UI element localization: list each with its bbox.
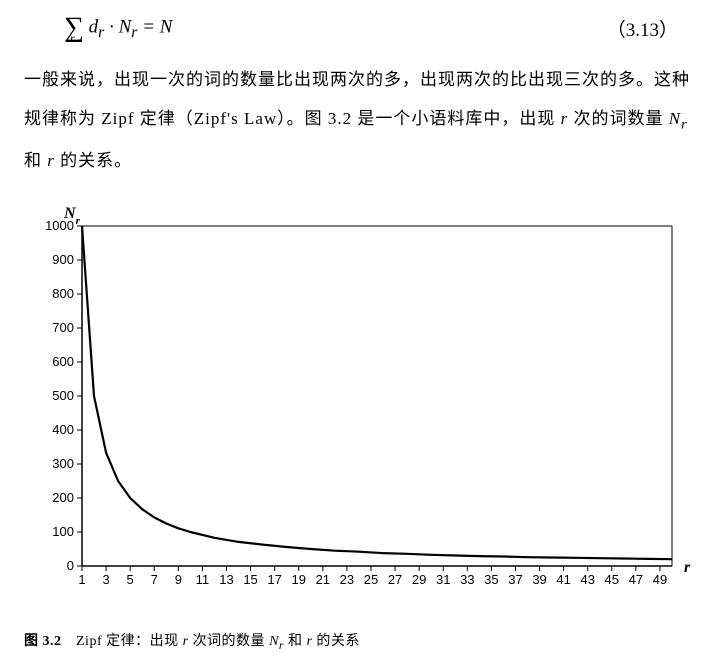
zipf-chart: 0100200300400500600700800900100013579111…: [24, 198, 704, 618]
svg-text:25: 25: [364, 572, 378, 587]
svg-text:35: 35: [484, 572, 498, 587]
svg-text:21: 21: [316, 572, 330, 587]
svg-text:7: 7: [151, 572, 158, 587]
svg-text:45: 45: [605, 572, 619, 587]
svg-text:900: 900: [52, 252, 74, 267]
svg-text:r: r: [684, 559, 691, 576]
svg-text:3: 3: [102, 572, 109, 587]
svg-text:33: 33: [460, 572, 474, 587]
svg-text:5: 5: [127, 572, 134, 587]
equation-body: ∑rdr · Nr = N: [64, 12, 172, 44]
svg-text:19: 19: [292, 572, 306, 587]
svg-text:17: 17: [267, 572, 281, 587]
svg-text:37: 37: [508, 572, 522, 587]
svg-text:700: 700: [52, 320, 74, 335]
svg-text:27: 27: [388, 572, 402, 587]
svg-text:31: 31: [436, 572, 450, 587]
figure-caption: 图 3.2 Zipf 定律：出现 r 次词的数量 Nr 和 r 的关系: [24, 630, 698, 652]
svg-text:800: 800: [52, 286, 74, 301]
svg-text:39: 39: [532, 572, 546, 587]
svg-text:15: 15: [243, 572, 257, 587]
svg-text:600: 600: [52, 354, 74, 369]
equation-row: ∑rdr · Nr = N （3.13）: [24, 8, 698, 48]
svg-text:11: 11: [196, 572, 210, 587]
svg-text:1: 1: [78, 572, 85, 587]
svg-text:41: 41: [556, 572, 570, 587]
equation-number: （3.13）: [607, 15, 678, 42]
svg-text:300: 300: [52, 456, 74, 471]
body-paragraph: 一般来说，出现一次的词的数量比出现两次的多，出现两次的比出现三次的多。这种规律称…: [24, 60, 698, 180]
chart-svg: 0100200300400500600700800900100013579111…: [24, 198, 704, 618]
svg-text:500: 500: [52, 388, 74, 403]
svg-text:13: 13: [219, 572, 233, 587]
svg-text:47: 47: [629, 572, 643, 587]
svg-text:0: 0: [67, 558, 74, 573]
svg-text:49: 49: [653, 572, 667, 587]
svg-text:100: 100: [52, 524, 74, 539]
svg-text:9: 9: [175, 572, 182, 587]
svg-text:23: 23: [340, 572, 354, 587]
svg-text:43: 43: [580, 572, 594, 587]
svg-text:400: 400: [52, 422, 74, 437]
svg-text:200: 200: [52, 490, 74, 505]
svg-text:29: 29: [412, 572, 426, 587]
